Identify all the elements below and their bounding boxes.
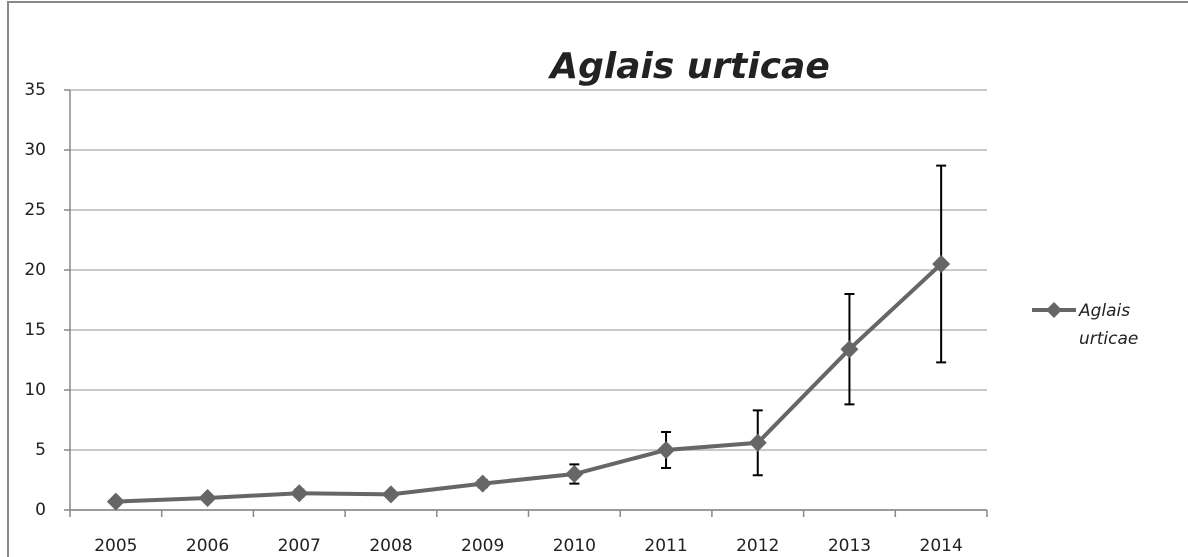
marker bbox=[106, 492, 125, 511]
series-line bbox=[115, 262, 943, 504]
x-tick-label: 2012 bbox=[736, 536, 779, 556]
x-tick-label: 2011 bbox=[644, 536, 687, 556]
marker bbox=[748, 433, 767, 452]
chart-frame bbox=[7, 1, 1188, 557]
x-tick-label: 2014 bbox=[920, 536, 963, 556]
marker bbox=[840, 340, 859, 359]
y-tick-label: 10 bbox=[24, 380, 46, 400]
x-tick-label: 2008 bbox=[369, 536, 412, 556]
marker bbox=[198, 489, 217, 507]
marker bbox=[932, 255, 951, 273]
y-tick-label: 0 bbox=[35, 500, 46, 520]
y-tick-label: 25 bbox=[24, 200, 46, 220]
y-tick-label: 35 bbox=[24, 80, 46, 100]
legend-label: Aglais urticae bbox=[1079, 301, 1139, 349]
marker bbox=[381, 485, 400, 504]
x-tick-label: 2013 bbox=[828, 536, 871, 556]
y-tick-label: 20 bbox=[24, 260, 46, 280]
marker bbox=[565, 465, 584, 483]
y-tick-label: 15 bbox=[24, 320, 46, 340]
x-tick-label: 2007 bbox=[278, 536, 321, 556]
marker bbox=[473, 474, 492, 493]
legend-marker bbox=[1046, 302, 1062, 318]
x-tick-label: 2009 bbox=[461, 536, 504, 556]
chart-title: Aglais urticae bbox=[547, 46, 830, 87]
marker bbox=[290, 484, 309, 503]
x-tick-label: 2005 bbox=[94, 536, 137, 556]
x-tick-label: 2006 bbox=[186, 536, 229, 556]
x-tick-label: 2010 bbox=[553, 536, 596, 556]
marker bbox=[657, 441, 676, 459]
y-tick-label: 5 bbox=[35, 440, 46, 460]
y-tick-label: 30 bbox=[24, 140, 46, 160]
